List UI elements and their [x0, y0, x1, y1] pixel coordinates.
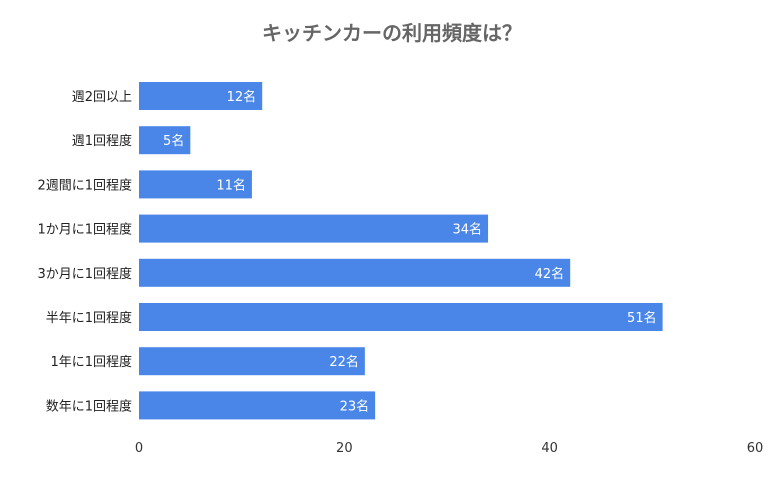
- bars-group: [139, 82, 663, 420]
- category-label-3: 2週間に1回程度: [37, 177, 132, 193]
- bar-6: [139, 303, 663, 331]
- data-label-2: 5名: [163, 133, 184, 149]
- category-label-1: 週2回以上: [72, 90, 132, 105]
- x-axis-ticks: 0 20 40 60: [135, 441, 763, 456]
- data-label-3: 11名: [216, 177, 246, 193]
- chart-title: キッチンカーの利用頻度は？: [262, 21, 522, 45]
- x-tick-label-1: 0: [135, 441, 143, 456]
- bar-3: [139, 170, 252, 199]
- category-label-2: 週1回程度: [72, 133, 132, 149]
- category-label-6: 半年に1回程度: [46, 310, 132, 326]
- category-label-7: 1年に1回程度: [50, 354, 132, 370]
- x-tick-label-2: 20: [336, 441, 353, 456]
- data-label-6: 51名: [627, 310, 657, 326]
- category-label-5: 3か月に1回程度: [37, 266, 132, 282]
- category-label-8: 数年に1回程度: [46, 398, 132, 414]
- x-tick-label-4: 60: [747, 441, 764, 456]
- bar-2: [139, 126, 191, 155]
- bar-5: [139, 258, 571, 287]
- bar-4: [139, 214, 489, 243]
- x-tick-label-3: 40: [541, 441, 558, 456]
- bar-1: [139, 82, 263, 110]
- data-label-8: 23名: [340, 398, 370, 414]
- data-label-4: 34名: [453, 222, 483, 238]
- category-label-4: 1か月に1回程度: [37, 222, 132, 238]
- data-label-1: 12名: [227, 89, 257, 105]
- bar-7: [139, 347, 365, 376]
- data-label-5: 42名: [535, 266, 565, 282]
- data-label-7: 22名: [329, 354, 359, 370]
- value-labels: 12名 5名 11名 34名 42名 51名 22名 23名: [163, 89, 657, 414]
- bar-8: [139, 391, 376, 420]
